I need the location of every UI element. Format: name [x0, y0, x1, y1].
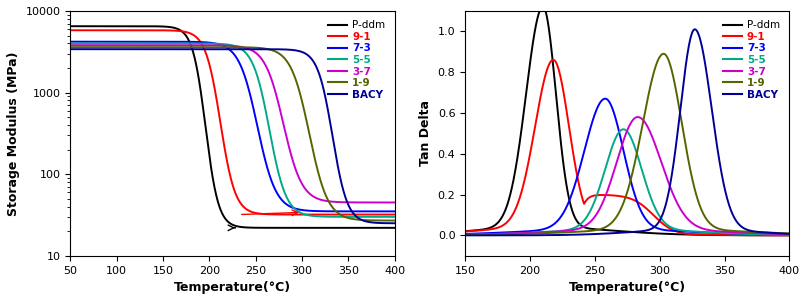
- Y-axis label: Tan Delta: Tan Delta: [419, 100, 432, 166]
- X-axis label: Temperature(°C): Temperature(°C): [174, 281, 291, 294]
- X-axis label: Temperature(°C): Temperature(°C): [569, 281, 686, 294]
- Y-axis label: Storage Modulus (MPa): Storage Modulus (MPa): [7, 51, 20, 216]
- Legend: P-ddm, 9-1, 7-3, 5-5, 3-7, 1-9, BACY: P-ddm, 9-1, 7-3, 5-5, 3-7, 1-9, BACY: [719, 16, 784, 104]
- Legend: P-ddm, 9-1, 7-3, 5-5, 3-7, 1-9, BACY: P-ddm, 9-1, 7-3, 5-5, 3-7, 1-9, BACY: [324, 16, 390, 104]
